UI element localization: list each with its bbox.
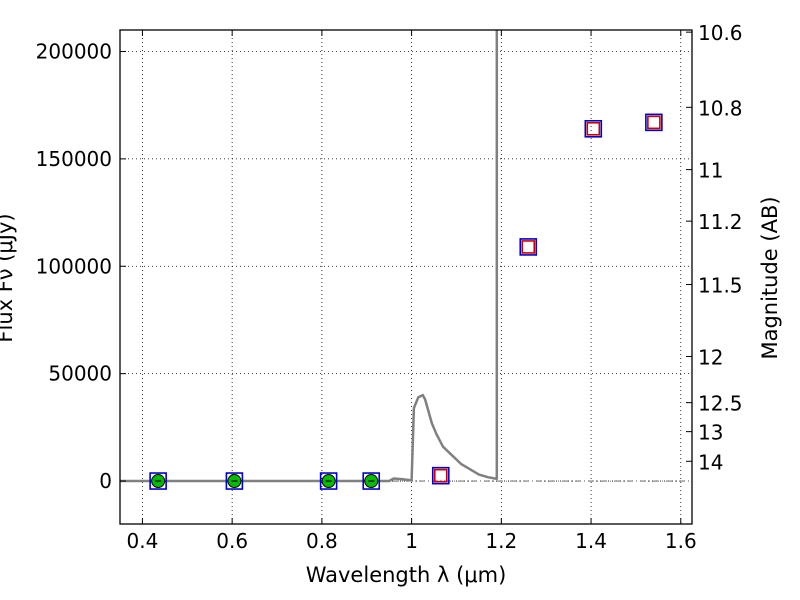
x-axis: 0.4 0.6 0.8 1 1.2 1.4 1.6 [127,30,697,553]
y2-tick-label: 12.5 [698,392,743,416]
y2-tick-label: 14 [698,450,723,474]
data-point-observed [362,472,381,490]
y-tick-label: 100000 [36,254,112,278]
y2-tick-label: 13 [698,421,723,445]
data-point-observed [319,472,338,490]
data-point-model-open [586,122,601,136]
x-tick-label: 1.6 [665,529,697,553]
data-point-observed [584,120,603,138]
y-tick-label: 150000 [36,147,112,171]
x-tick-label: 1 [405,529,418,553]
x-tick-label: 0.4 [127,529,159,553]
spectrum-line [120,30,499,483]
y2-axis: 10.6 10.8 11 11.2 11.5 12 12.5 13 14 [686,21,743,474]
plot-frame [119,29,693,525]
y2-tick-label: 10.8 [698,96,743,120]
data-point-observed [519,238,538,256]
x-axis-label: Wavelength λ (μm) [306,563,507,587]
x-tick-label: 0.6 [216,529,248,553]
x-tick-label: 1.2 [485,529,517,553]
y2-tick-label: 11.5 [698,274,743,298]
y2-tick-label: 10.6 [698,21,743,45]
grid [120,30,692,524]
x-tick-label: 1.4 [575,529,607,553]
data-point-model-open [433,468,448,483]
y-tick-label: 50000 [48,362,112,386]
y-tick-label: 200000 [36,39,112,63]
data-point-model-open [647,115,661,130]
y2-tick-label: 11.2 [698,210,743,234]
y-tick-label: 0 [99,469,112,493]
data-point-observed [645,113,663,132]
y-axis: 0 50000 100000 150000 200000 [36,39,126,493]
data-markers [149,113,663,490]
data-point-model-open [521,240,536,254]
y2-tick-label: 12 [698,345,723,369]
y-axis-label: Flux Fν (μJy) [0,213,17,342]
x-tick-label: 0.8 [306,529,338,553]
data-point-observed [431,466,450,485]
y2-tick-label: 11 [698,159,723,183]
model-spectrum [120,30,499,483]
data-point-observed [149,472,167,490]
data-point-observed [225,472,244,490]
y2-axis-label: Magnitude (AB) [758,196,782,359]
